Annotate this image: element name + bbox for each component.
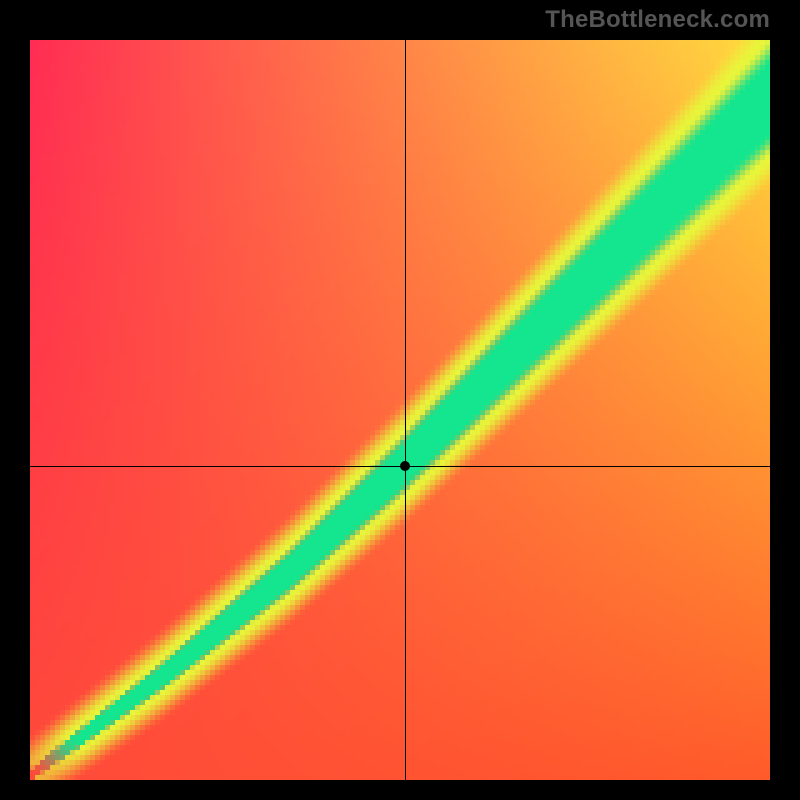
plot-area <box>30 40 770 780</box>
bottleneck-heatmap <box>30 40 770 780</box>
crosshair-vertical <box>405 40 406 780</box>
chart-container: TheBottleneck.com <box>0 0 800 800</box>
crosshair-marker-dot <box>400 461 410 471</box>
watermark-text: TheBottleneck.com <box>545 6 770 34</box>
